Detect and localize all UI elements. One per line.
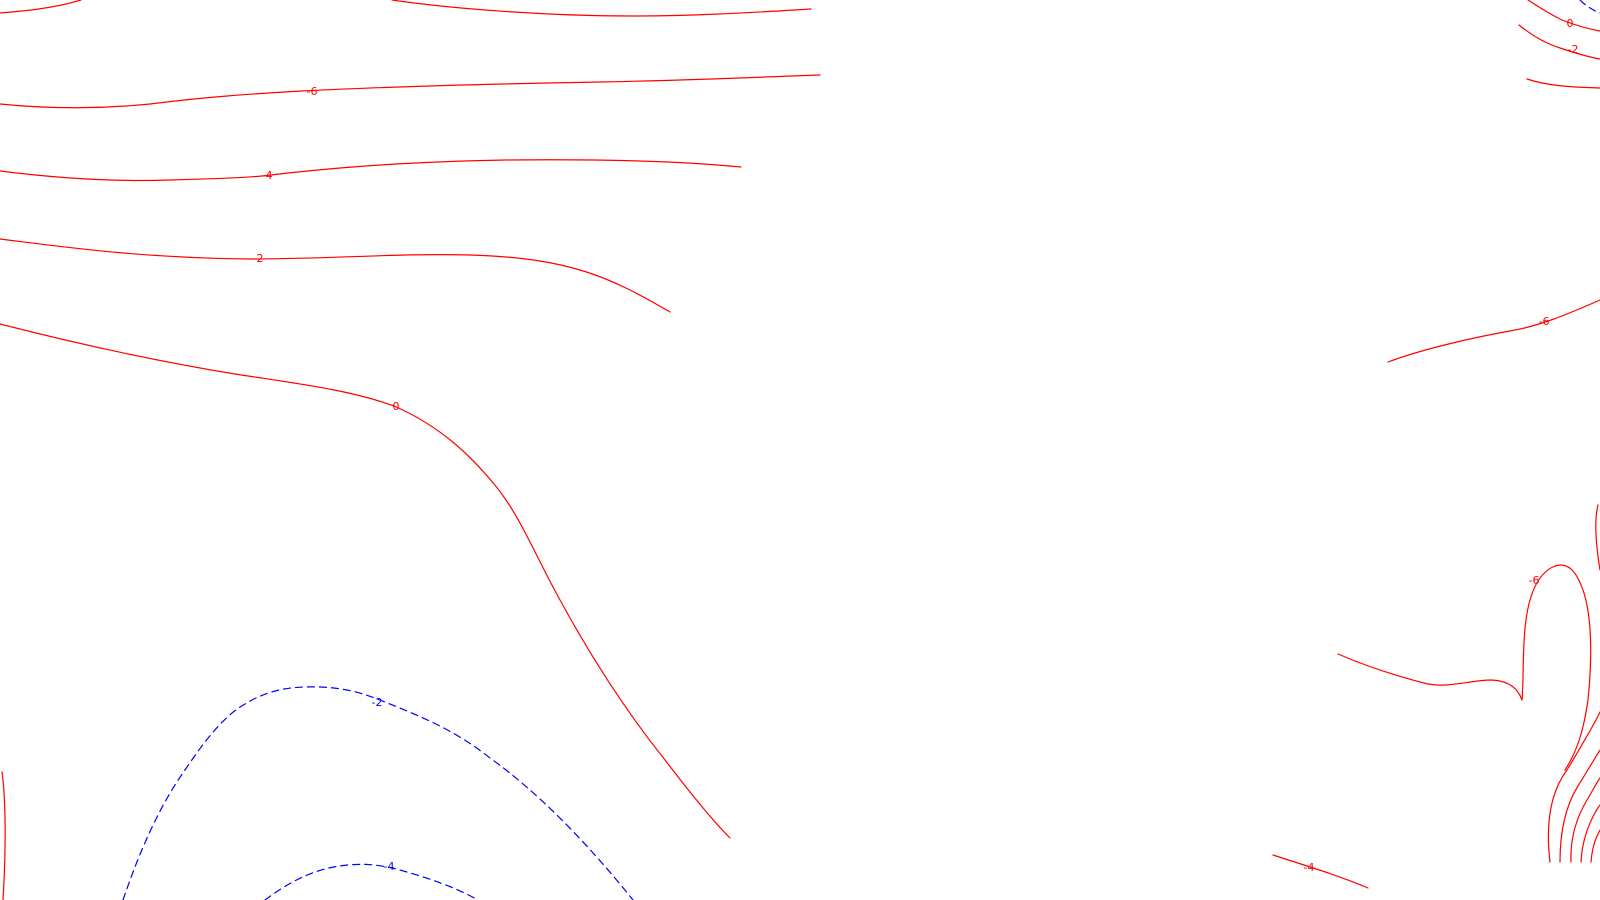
contour-line-minus4-upper [0,159,742,182]
contour-line-minus6-upper [0,74,821,109]
contour-label-zero-diagonal: 0 [393,400,400,413]
contour-label-blue-minus4: -4 [384,860,395,873]
contour-label-zero-topright: 0 [1567,17,1574,30]
contour-line-minus6-lower-right [1337,564,1592,771]
contour-line-right-edge-vertical [1595,504,1600,571]
contour-line-blue-topright-edge [1579,0,1600,14]
contour-line-lower-right-stack-1 [1547,711,1600,863]
contour-line-minus2-upper [0,238,671,313]
contour-line-topright-lower [1526,78,1600,89]
contour-line-zero-diagonal [0,323,731,839]
contour-line-blue-minus4 [264,863,479,900]
contour-line-minus4-bottom-right [1272,854,1369,889]
contour-line-top-left-edge [0,0,82,14]
contour-label-minus6-lower-right: -6 [1529,574,1540,587]
contour-line-lower-right-stack-2 [1559,749,1600,863]
contour-label-minus2-upper: -2 [253,252,264,265]
contour-line-lower-right-stack-3 [1570,777,1600,863]
contour-line-top-arc [391,0,812,17]
contour-label-minus2-topright: -2 [1568,43,1579,56]
contour-label-minus6-upper: -6 [307,85,318,98]
contour-label-blue-minus2: -2 [372,696,383,709]
contour-line-lower-right-stack-4 [1580,804,1600,863]
contour-label-minus6-right: -6 [1539,315,1550,328]
contour-line-lower-right-stack-5 [1590,829,1600,863]
contour-label-minus4-upper: -4 [262,169,273,182]
contour-label-minus4-bottom-right: -4 [1304,861,1315,874]
contour-line-left-edge-vertical [1,771,6,900]
contour-line-blue-minus2 [122,686,634,900]
contour-line-minus2-topright [1518,24,1600,60]
contour-line-zero-topright [1527,0,1600,32]
contour-line-minus6-right [1387,299,1600,363]
